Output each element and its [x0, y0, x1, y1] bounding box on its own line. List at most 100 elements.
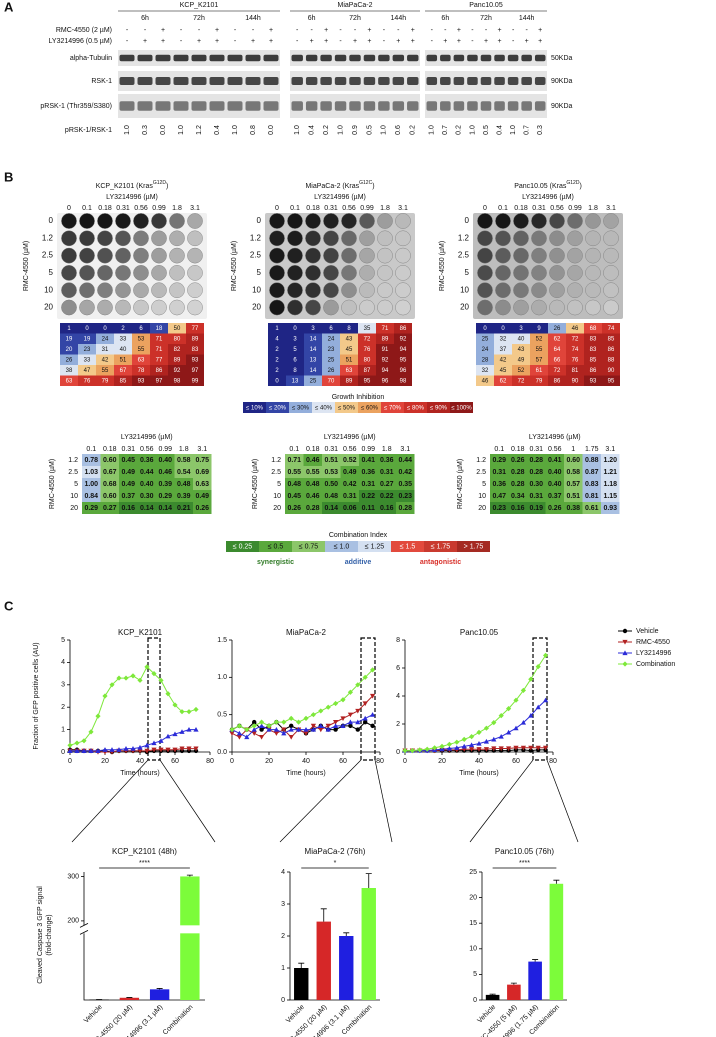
heat-value: 24: [482, 347, 489, 353]
marker: [528, 745, 534, 751]
ratio: 1.0: [294, 125, 301, 135]
heat-cell: [340, 333, 358, 344]
legend-swatch: [450, 402, 473, 413]
x-tick-label: 60: [512, 758, 520, 765]
x-tick-label: 0.18: [98, 205, 112, 212]
heat-cell: [548, 375, 566, 386]
heat-value: 25: [310, 378, 317, 384]
heat-cell: [150, 365, 168, 376]
zoom-lines: [71, 637, 579, 843]
well: [377, 299, 393, 316]
heat-value: 71: [156, 347, 163, 353]
heat-cell: [132, 323, 150, 334]
well: [169, 282, 185, 299]
sign: +: [324, 27, 328, 34]
ci-cell: [174, 490, 193, 502]
legend-item: ≤ 1.75: [431, 544, 451, 551]
ci-cell: [490, 454, 509, 466]
size-label: 50KDa: [551, 55, 573, 62]
marker: [446, 745, 452, 751]
heat-value: 19: [84, 336, 91, 342]
legend-swatch: [427, 402, 450, 413]
well: [133, 265, 149, 281]
marker: [74, 740, 80, 746]
ci-value: 0.14: [324, 505, 338, 512]
band: [173, 54, 189, 62]
x-tick-label: Vehicle: [83, 1004, 104, 1025]
column-label: 0.18: [511, 446, 525, 453]
row-label: 10: [478, 493, 486, 500]
heat-value: 32: [482, 368, 489, 374]
marker: [498, 713, 504, 719]
heat-value: 26: [554, 326, 561, 332]
ci-cell: [564, 490, 583, 502]
band: [320, 101, 332, 111]
heat-cell: [602, 344, 620, 355]
x-tick-label: 20: [101, 758, 109, 765]
heat-value: 2: [275, 347, 279, 353]
well: [305, 299, 321, 316]
error-bar: [298, 962, 305, 968]
ci-cell: [119, 466, 138, 478]
ci-value: 0.11: [362, 505, 375, 512]
legend-group: antagonistic: [420, 559, 461, 566]
heat-cell: [168, 365, 186, 376]
heat-cell: [602, 333, 620, 344]
ratio: 0.5: [366, 125, 373, 135]
heat-value: 42: [102, 357, 109, 363]
marker: [81, 738, 87, 744]
well: [151, 299, 167, 316]
legend-item: ≤ 80%: [407, 405, 425, 411]
sign: +: [215, 27, 219, 34]
well: [585, 247, 601, 264]
well: [305, 265, 321, 281]
band: [480, 77, 492, 85]
well: [115, 299, 131, 316]
sign: +: [367, 27, 371, 34]
column-label: 0.56: [140, 446, 154, 453]
ci-value: 0.40: [140, 481, 154, 488]
ci-cell: [377, 502, 396, 514]
y-tick-label: 2: [61, 704, 65, 711]
marker: [528, 676, 534, 682]
y-tick-label: 5: [465, 268, 470, 277]
ci-value: 0.35: [398, 481, 412, 488]
marker: [325, 704, 331, 710]
ci-cell: [359, 466, 378, 478]
well: [187, 247, 203, 264]
ci-value: 0.30: [140, 493, 154, 500]
sign: -: [198, 27, 201, 34]
heat-value: 14: [310, 336, 317, 342]
heat-cell: [114, 344, 132, 355]
y-tick-label: 0: [465, 216, 470, 225]
ci-value: 0.50: [324, 481, 338, 488]
well: [187, 213, 203, 229]
marker: [543, 652, 549, 658]
legend-swatch: [292, 541, 325, 552]
ci-cell: [527, 478, 546, 490]
x-tick-label: 0.31: [532, 205, 546, 212]
band: [507, 77, 519, 85]
heat-value: 23: [328, 347, 335, 353]
ci-cell: [100, 502, 119, 514]
y-axis-label: (fold-change): [46, 914, 53, 955]
panel-label: A: [4, 0, 14, 14]
heat-cell: [476, 344, 494, 355]
heat-cell: [566, 375, 584, 386]
heat-value: 83: [590, 347, 597, 353]
marker: [151, 740, 157, 746]
axis: [69, 640, 210, 753]
ci-cell: [601, 466, 620, 478]
well: [395, 247, 411, 264]
legend-item: > 1.75: [464, 544, 484, 551]
ci-cell: [174, 502, 193, 514]
band: [305, 77, 318, 85]
heat-cell: [150, 323, 168, 334]
sign: +: [324, 38, 328, 45]
well: [287, 282, 303, 299]
ci-value: 0.34: [511, 493, 525, 500]
marker: [158, 747, 164, 753]
heat-value: 14: [310, 368, 317, 374]
column-label: 3.1: [197, 446, 207, 453]
well: [495, 247, 511, 264]
